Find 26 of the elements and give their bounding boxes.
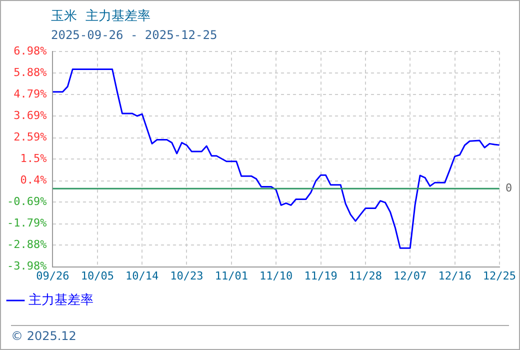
ref-line-label: 0	[505, 182, 512, 195]
x-tick-label: 12/16	[438, 269, 472, 282]
x-tick-label: 10/23	[170, 269, 204, 282]
y-tick-label: 1.5%	[20, 152, 48, 166]
x-tick-label: 12/25	[482, 269, 516, 282]
y-tick-label: -2.88%	[6, 238, 48, 252]
x-tick-label: 11/19	[304, 269, 338, 282]
x-tick-label: 10/05	[80, 269, 114, 282]
x-tick-label: 11/28	[348, 269, 382, 282]
x-tick-label: 09/26	[36, 269, 70, 282]
y-tick-label: 2.59%	[14, 130, 48, 144]
y-tick-label: -1.79%	[6, 216, 48, 230]
x-tick-label: 10/14	[126, 269, 160, 282]
y-tick-label: 4.79%	[14, 87, 48, 100]
y-tick-label: 6.98%	[14, 44, 48, 58]
y-tick-label: 5.88%	[14, 66, 48, 80]
x-tick-label: 12/07	[394, 269, 427, 282]
y-tick-label: 0.4%	[20, 174, 48, 187]
legend-label: 主力基差率	[28, 292, 94, 308]
x-tick-label: 11/10	[260, 269, 293, 282]
x-tick-label: 11/01	[214, 269, 248, 282]
text: © 2025.12	[11, 325, 509, 343]
y-tick-label: 3.69%	[14, 109, 48, 122]
chart-title: 玉米 主力基差率	[51, 8, 150, 25]
y-tick-label: -0.69%	[6, 195, 48, 208]
chart-subtitle: 2025-09-26 - 2025-12-25	[51, 28, 218, 42]
